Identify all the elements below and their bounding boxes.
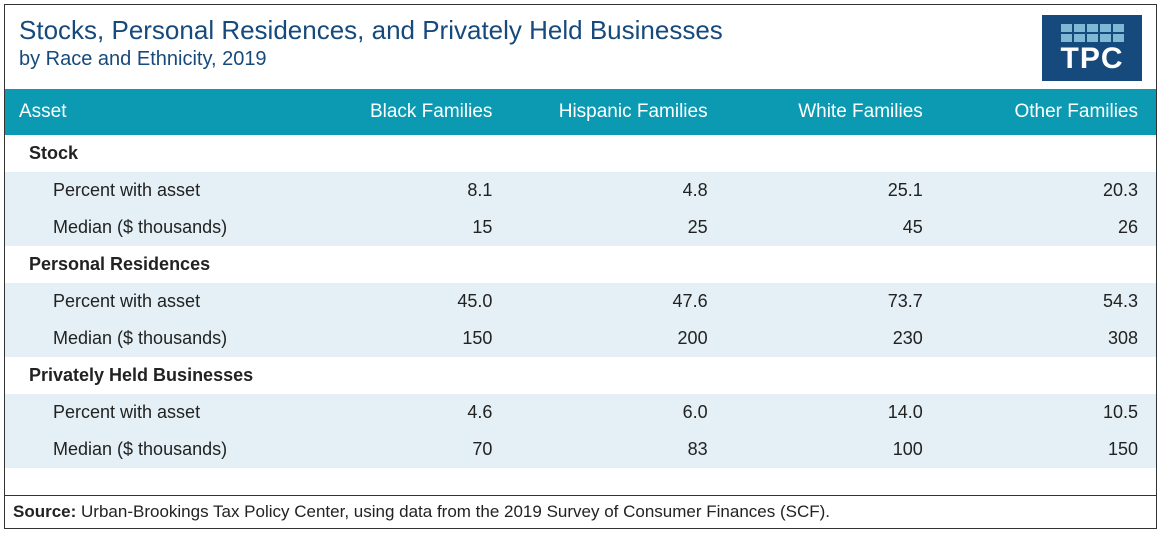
group-label: Personal Residences: [5, 246, 1156, 283]
row-label: Median ($ thousands): [5, 209, 295, 246]
table-row: Median ($ thousands)7083100150: [5, 431, 1156, 468]
figure-subtitle: by Race and Ethnicity, 2019: [19, 48, 1042, 71]
source-text: Urban-Brookings Tax Policy Center, using…: [76, 502, 830, 521]
cell-value: 45: [726, 209, 941, 246]
cell-value: 4.6: [295, 394, 510, 431]
group-label: Privately Held Businesses: [5, 357, 1156, 394]
cell-value: 25: [510, 209, 725, 246]
figure-frame: Stocks, Personal Residences, and Private…: [4, 4, 1157, 529]
cell-value: 200: [510, 320, 725, 357]
cell-value: 230: [726, 320, 941, 357]
group-row: Privately Held Businesses: [5, 357, 1156, 394]
group-row: Stock: [5, 135, 1156, 172]
row-label: Median ($ thousands): [5, 320, 295, 357]
source-label: Source:: [13, 502, 76, 521]
col-header-white: White Families: [726, 89, 941, 135]
col-header-other: Other Families: [941, 89, 1156, 135]
cell-value: 54.3: [941, 283, 1156, 320]
cell-value: 4.8: [510, 172, 725, 209]
table-row: Median ($ thousands)150200230308: [5, 320, 1156, 357]
cell-value: 150: [295, 320, 510, 357]
source-note: Source: Urban-Brookings Tax Policy Cente…: [5, 495, 1156, 528]
col-header-asset: Asset: [5, 89, 295, 135]
cell-value: 14.0: [726, 394, 941, 431]
row-label: Percent with asset: [5, 394, 295, 431]
cell-value: 8.1: [295, 172, 510, 209]
figure-title: Stocks, Personal Residences, and Private…: [19, 15, 1042, 46]
cell-value: 150: [941, 431, 1156, 468]
table-row: Median ($ thousands)15254526: [5, 209, 1156, 246]
row-label: Median ($ thousands): [5, 431, 295, 468]
col-header-black: Black Families: [295, 89, 510, 135]
group-row: Personal Residences: [5, 246, 1156, 283]
table-body: StockPercent with asset8.14.825.120.3Med…: [5, 135, 1156, 468]
title-block: Stocks, Personal Residences, and Private…: [19, 15, 1042, 71]
table-row: Percent with asset8.14.825.120.3: [5, 172, 1156, 209]
cell-value: 15: [295, 209, 510, 246]
header: Stocks, Personal Residences, and Private…: [5, 5, 1156, 89]
row-label: Percent with asset: [5, 283, 295, 320]
cell-value: 83: [510, 431, 725, 468]
cell-value: 70: [295, 431, 510, 468]
cell-value: 308: [941, 320, 1156, 357]
cell-value: 73.7: [726, 283, 941, 320]
cell-value: 26: [941, 209, 1156, 246]
cell-value: 25.1: [726, 172, 941, 209]
tpc-logo: TPC: [1042, 15, 1142, 81]
asset-table: Asset Black Families Hispanic Families W…: [5, 89, 1156, 468]
cell-value: 47.6: [510, 283, 725, 320]
cell-value: 100: [726, 431, 941, 468]
cell-value: 45.0: [295, 283, 510, 320]
cell-value: 20.3: [941, 172, 1156, 209]
cell-value: 6.0: [510, 394, 725, 431]
group-label: Stock: [5, 135, 1156, 172]
table-header-row: Asset Black Families Hispanic Families W…: [5, 89, 1156, 135]
row-label: Percent with asset: [5, 172, 295, 209]
table-row: Percent with asset4.66.014.010.5: [5, 394, 1156, 431]
cell-value: 10.5: [941, 394, 1156, 431]
tpc-logo-text: TPC: [1061, 44, 1124, 74]
col-header-hispanic: Hispanic Families: [510, 89, 725, 135]
table-row: Percent with asset45.047.673.754.3: [5, 283, 1156, 320]
tpc-logo-grid-icon: [1061, 24, 1124, 42]
